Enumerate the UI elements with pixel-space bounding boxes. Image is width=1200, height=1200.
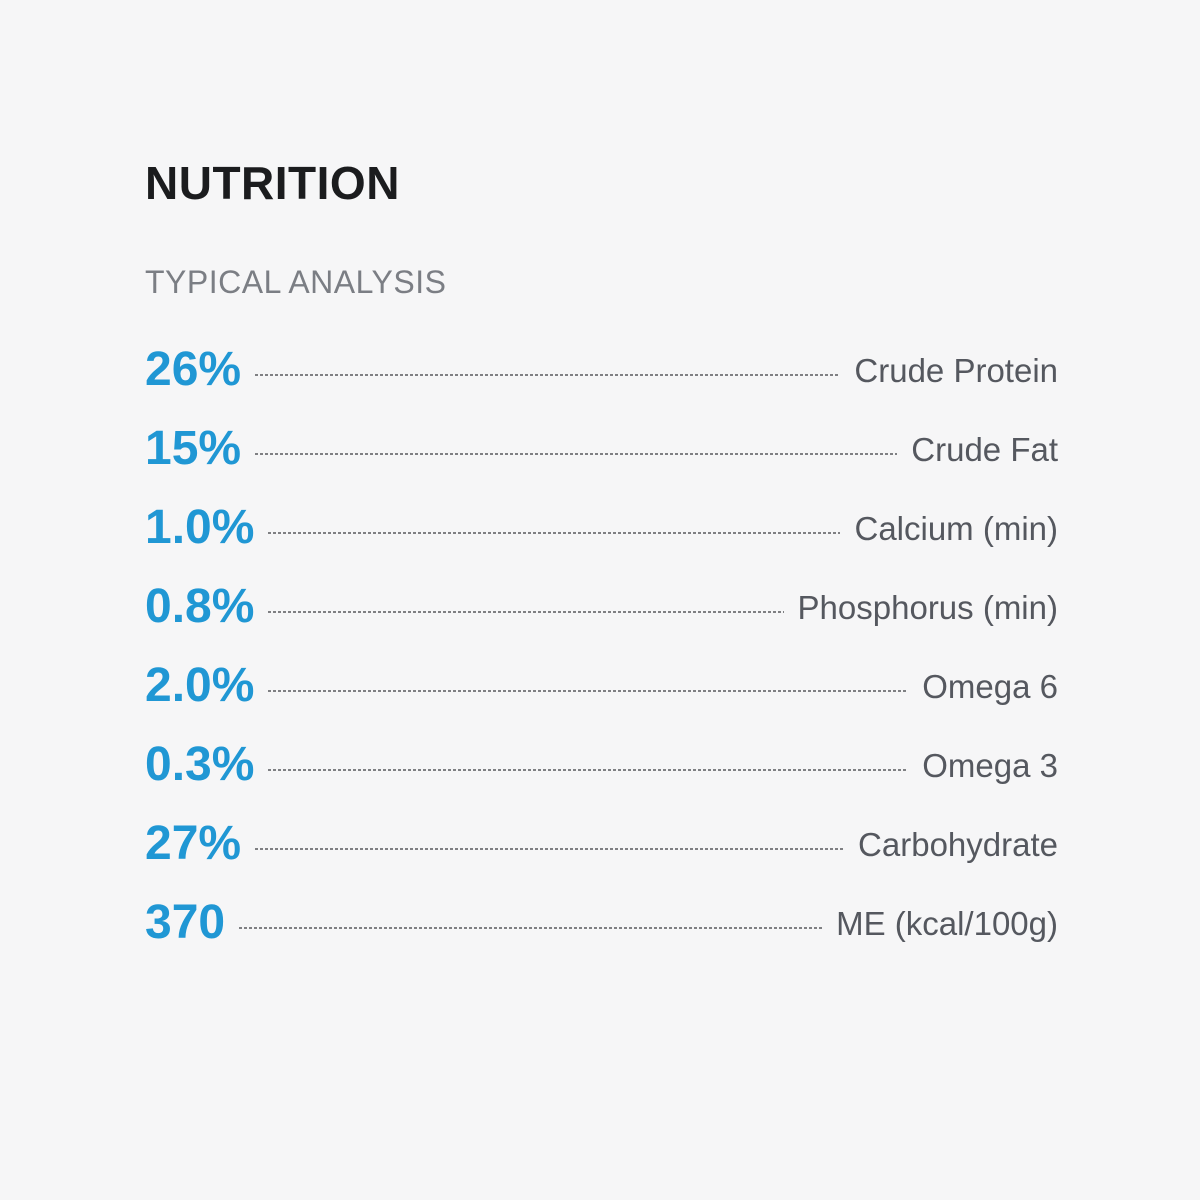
analysis-row-omega-3: 0.3% Omega 3 — [145, 726, 1058, 805]
row-label: Calcium (min) — [854, 509, 1058, 547]
nutrition-panel: NUTRITION TYPICAL ANALYSIS 26% Crude Pro… — [145, 0, 1058, 963]
dotted-leader-line — [268, 690, 909, 693]
row-label: Carbohydrate — [858, 825, 1058, 863]
analysis-row-carbohydrate: 27% Carbohydrate — [145, 805, 1058, 884]
row-value: 1.0% — [145, 501, 255, 555]
row-label: Crude Protein — [854, 351, 1058, 389]
analysis-list: 26% Crude Protein 15% Crude Fat 1.0% Cal… — [145, 331, 1058, 963]
row-label: Crude Fat — [911, 430, 1058, 468]
row-value: 26% — [145, 343, 242, 397]
dotted-leader-line — [268, 611, 784, 614]
analysis-row-metabolizable-energy: 370 ME (kcal/100g) — [145, 884, 1058, 963]
row-label: Omega 3 — [922, 746, 1058, 784]
dotted-leader-line — [255, 374, 841, 377]
section-subtitle: TYPICAL ANALYSIS — [145, 263, 447, 300]
dotted-leader-line — [268, 769, 909, 772]
dotted-leader-line — [239, 927, 823, 930]
analysis-row-crude-fat: 15% Crude Fat — [145, 410, 1058, 489]
analysis-row-crude-protein: 26% Crude Protein — [145, 331, 1058, 410]
row-value: 27% — [145, 817, 242, 871]
analysis-row-calcium: 1.0% Calcium (min) — [145, 489, 1058, 568]
row-value: 0.3% — [145, 738, 255, 792]
row-label: Phosphorus (min) — [797, 588, 1058, 626]
dotted-leader-line — [255, 453, 898, 456]
row-value: 2.0% — [145, 659, 255, 713]
row-label: Omega 6 — [922, 667, 1058, 705]
analysis-row-phosphorus: 0.8% Phosphorus (min) — [145, 568, 1058, 647]
analysis-row-omega-6: 2.0% Omega 6 — [145, 647, 1058, 726]
row-value: 15% — [145, 422, 242, 476]
row-value: 0.8% — [145, 580, 255, 634]
section-title: NUTRITION — [145, 157, 400, 209]
row-label: ME (kcal/100g) — [836, 904, 1058, 942]
dotted-leader-line — [255, 848, 845, 851]
dotted-leader-line — [268, 532, 841, 535]
row-value: 370 — [145, 896, 226, 950]
